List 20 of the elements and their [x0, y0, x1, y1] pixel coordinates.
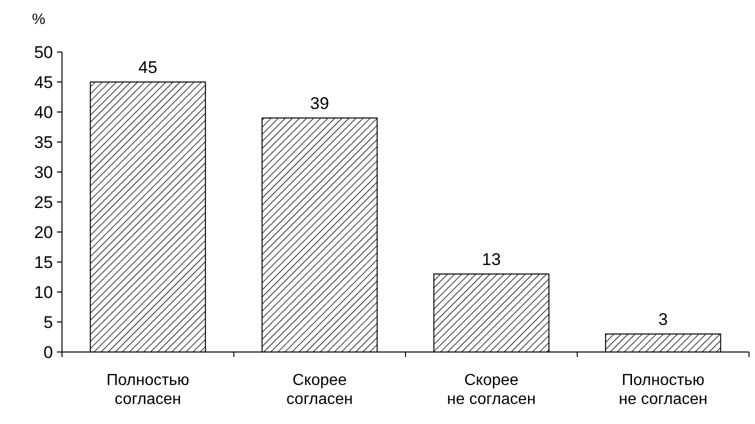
x-tick-label: Полностью согласен: [106, 372, 190, 408]
y-tick-label: 10: [34, 282, 53, 302]
y-tick-label: 0: [44, 342, 53, 362]
y-tick-label: 25: [34, 192, 53, 212]
x-tick-label: Полностью не согласен: [618, 372, 708, 408]
y-tick-label: 30: [34, 162, 53, 182]
data-label: 39: [310, 94, 330, 113]
y-tick-label: 5: [44, 312, 53, 332]
y-tick-label: 50: [34, 42, 53, 62]
data-label: 3: [658, 310, 668, 329]
y-tick-label: 40: [34, 102, 53, 122]
x-tick-label: Скорее не согласен: [447, 372, 536, 408]
x-tick-label: Скорее согласен: [286, 372, 353, 408]
data-label: 45: [138, 58, 158, 77]
y-axis-title: %: [32, 11, 46, 28]
y-tick-label: 45: [34, 72, 53, 92]
y-tick-label: 15: [34, 252, 53, 272]
data-label: 13: [482, 250, 501, 269]
y-tick-label: 20: [34, 222, 53, 242]
y-tick-label: 35: [34, 132, 53, 152]
